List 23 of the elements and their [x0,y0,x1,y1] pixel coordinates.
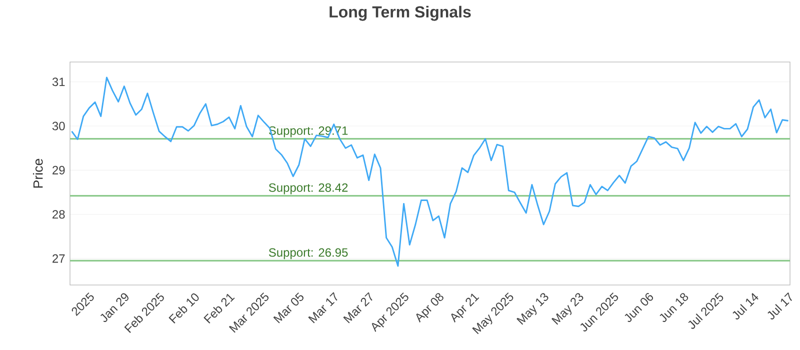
y-tick-label: 28 [52,210,65,219]
x-tick-label: May 13 [516,293,548,325]
x-tick-label: Apr 08 [416,293,444,323]
x-tick-label: Jul 14 [732,293,758,320]
x-tick-label: Mar 17 [308,292,338,324]
y-axis-title: Price [32,158,43,188]
x-tick-label: Apr 21 [451,294,480,323]
x-tick-label: Jul 17 [768,292,792,320]
ref-line-label: Support: 28.42 [268,183,348,194]
x-tick-label: Feb 21 [204,294,235,324]
line-series [71,76,789,267]
x-tick-label: Feb 10 [168,293,199,324]
x-tick-label: Mar 05 [273,292,304,324]
y-tick-label: 31 [52,78,65,86]
y-tick-label: 27 [52,254,65,263]
x-tick-label: Jun 18 [660,293,688,322]
x-tick-label: Jun 06 [624,293,654,322]
ref-line-label: Support: 26.95 [268,248,348,260]
chart-title: Long Term Signals [330,6,471,21]
y-tick-label: 30 [52,122,65,130]
y-tick-label: 29 [52,166,65,174]
x-tick-label: Mar 27 [343,292,372,324]
x-tick-label: Jan 29 [100,293,128,322]
